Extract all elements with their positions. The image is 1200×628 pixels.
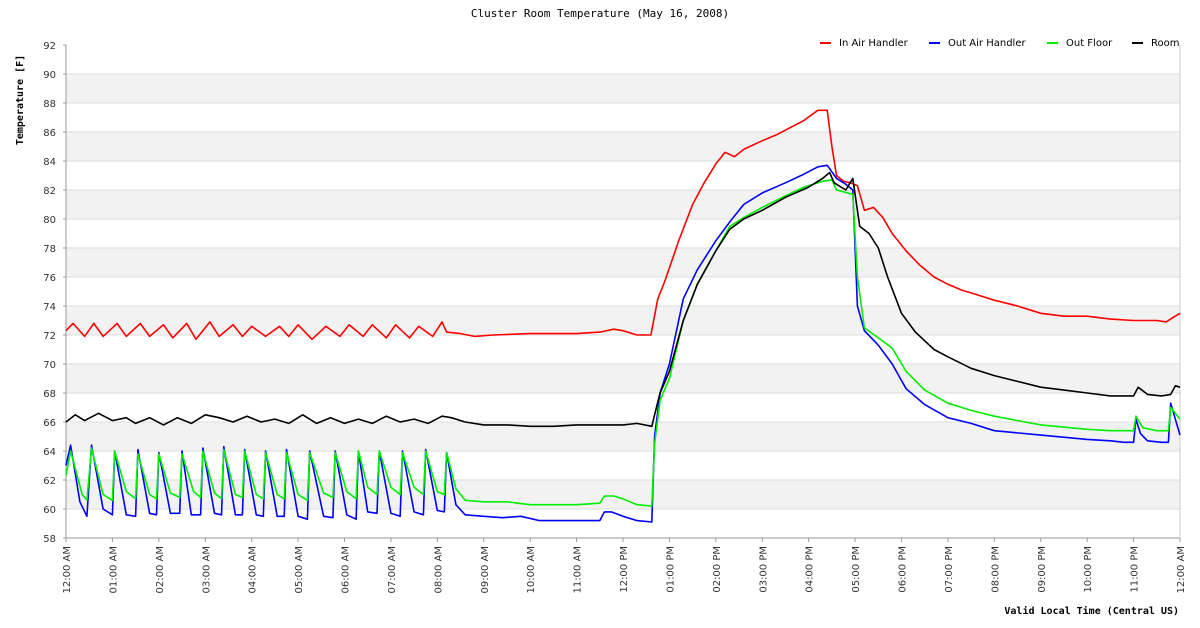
y-tick-label: 70 — [43, 360, 56, 371]
y-tick-label: 90 — [43, 70, 56, 81]
y-tick-label: 86 — [43, 128, 56, 139]
x-tick-label: 09:00 PM — [1037, 546, 1048, 593]
x-tick-label: 02:00 PM — [712, 546, 723, 593]
y-tick-label: 66 — [43, 418, 56, 429]
y-tick-label: 62 — [43, 476, 56, 487]
grid-band — [66, 335, 1180, 364]
grid-band — [66, 393, 1180, 422]
x-tick-label: 07:00 AM — [387, 546, 398, 593]
chart-title: Cluster Room Temperature (May 16, 2008) — [471, 7, 729, 20]
grid-band — [66, 190, 1180, 219]
grid-band — [66, 45, 1180, 74]
x-tick-label: 07:00 PM — [944, 546, 955, 593]
y-tick-label: 64 — [43, 447, 56, 458]
legend-label: In Air Handler — [839, 38, 909, 49]
y-tick-label: 60 — [43, 505, 56, 516]
grid-band — [66, 451, 1180, 480]
x-tick-label: 05:00 PM — [851, 546, 862, 593]
x-tick-label: 11:00 PM — [1130, 546, 1141, 593]
x-tick-label: 04:00 PM — [805, 546, 816, 593]
x-tick-label: 08:00 PM — [990, 546, 1001, 593]
x-tick-label: 03:00 PM — [758, 546, 769, 593]
grid-band — [66, 422, 1180, 451]
series-line-out-floor — [65, 179, 1181, 507]
grid-band — [66, 277, 1180, 306]
grid-band — [66, 74, 1180, 103]
x-tick-label: 04:00 AM — [248, 546, 259, 593]
grid-bands — [66, 45, 1180, 539]
y-tick-label: 92 — [43, 41, 56, 52]
x-tick-label: 03:00 AM — [201, 546, 212, 593]
legend-label: Out Floor — [1066, 38, 1113, 49]
y-tick-label: 68 — [43, 389, 56, 400]
y-tick-label: 84 — [43, 157, 56, 168]
grid-band — [66, 132, 1180, 161]
grid-band — [66, 103, 1180, 132]
x-tick-label: 02:00 AM — [155, 546, 166, 593]
x-tick-label: 12:00 PM — [619, 546, 630, 593]
x-tick-label: 11:00 AM — [573, 546, 584, 593]
y-ticks: 58 60 62 64 66 68 70 72 74 76 78 80 82 84 86 88 90 92 — [43, 41, 66, 545]
y-tick-label: 78 — [43, 244, 56, 255]
series-line-in-air-handler — [65, 109, 1181, 341]
y-tick-label: 88 — [43, 99, 56, 110]
x-tick-label: 08:00 AM — [433, 546, 444, 593]
x-tick-label: 12:00 AM — [1176, 546, 1187, 593]
y-tick-label: 76 — [43, 273, 56, 284]
series-line-room — [65, 171, 1181, 428]
y-tick-label: 72 — [43, 331, 56, 342]
x-tick-label: 01:00 AM — [108, 546, 119, 593]
x-tick-label: 10:00 AM — [526, 546, 537, 593]
legend: In Air Handler Out Air Handler Out Floor Ro… — [820, 38, 1179, 49]
grid-band — [66, 219, 1180, 248]
y-tick-label: 82 — [43, 186, 56, 197]
y-tick-label: 58 — [43, 534, 56, 545]
grid-band — [66, 248, 1180, 277]
series-lines — [65, 109, 1181, 523]
x-tick-label: 06:00 PM — [898, 546, 909, 593]
x-tick-label: 06:00 AM — [341, 546, 352, 593]
grid-band — [66, 161, 1180, 190]
legend-label: Out Air Handler — [948, 38, 1026, 49]
x-axis-label: Valid Local Time (Central US) — [1004, 605, 1179, 617]
y-tick-label: 74 — [43, 302, 56, 313]
grid-band — [66, 509, 1180, 538]
y-axis-label: Temperature [F] — [15, 55, 26, 145]
series-line-out-air-handler — [65, 164, 1181, 523]
grid-band — [66, 364, 1180, 393]
x-ticks: 12:00 AM 01:00 AM 02:00 AM 03:00 AM 04:00 AM… — [62, 538, 1187, 593]
y-tick-label: 80 — [43, 215, 56, 226]
x-tick-label: 01:00 PM — [665, 546, 676, 593]
x-tick-label: 10:00 PM — [1083, 546, 1094, 593]
x-tick-label: 09:00 AM — [480, 546, 491, 593]
legend-label: Room — [1151, 38, 1179, 49]
x-tick-label: 05:00 AM — [294, 546, 305, 593]
x-tick-label: 12:00 AM — [62, 546, 73, 593]
